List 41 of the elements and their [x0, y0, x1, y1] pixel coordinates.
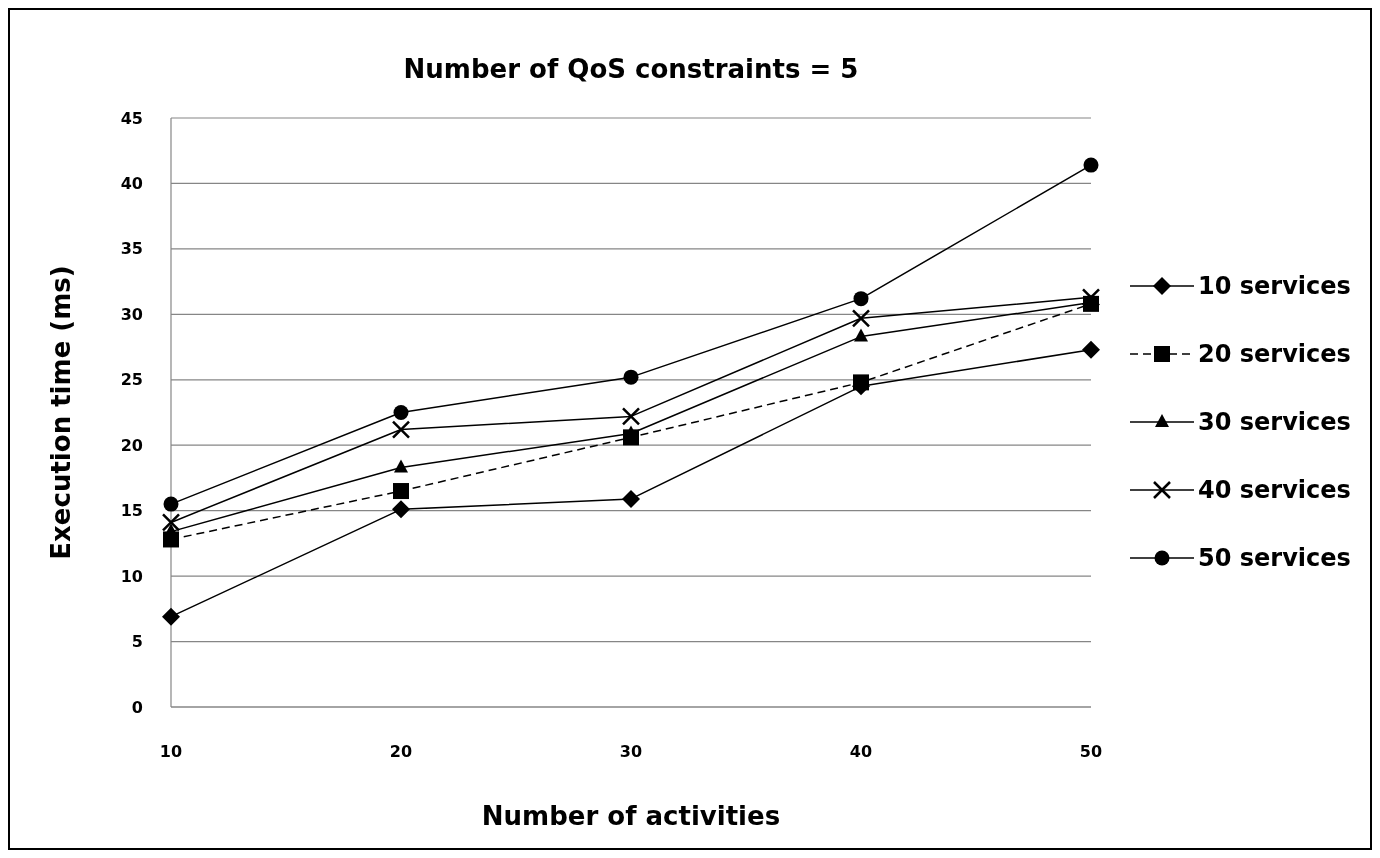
point [393, 483, 409, 500]
point [394, 459, 408, 473]
y-tick-label: 30 [120, 304, 143, 324]
point [851, 309, 871, 328]
y-tick-label: 40 [120, 174, 143, 194]
y-tick-label: 20 [120, 435, 143, 455]
x-axis-title: Number of activities [481, 801, 781, 831]
point [1083, 157, 1099, 173]
legend-label: 40 services [1198, 476, 1351, 505]
x-tick-label: 40 [849, 742, 873, 761]
x-tick-label: 30 [619, 742, 643, 761]
legend-label: 20 services [1198, 340, 1351, 369]
point [853, 374, 869, 391]
chart-title: Number of QoS constraints = 5 [403, 54, 859, 84]
point [623, 369, 639, 385]
legend-label: 10 services [1198, 272, 1351, 301]
point [854, 328, 868, 342]
y-tick-label: 5 [131, 632, 143, 652]
legend-label: 30 services [1198, 408, 1351, 437]
point [162, 607, 180, 626]
x-tick-label: 50 [1079, 742, 1103, 761]
point [853, 291, 869, 307]
y-tick-label: 45 [120, 108, 143, 128]
point [163, 496, 179, 512]
point [622, 489, 640, 508]
x-tick-label: 10 [159, 742, 183, 761]
point [161, 513, 181, 532]
point [392, 500, 410, 519]
y-tick-label: 35 [120, 239, 143, 259]
y-tick-label: 10 [120, 566, 143, 586]
point [393, 405, 409, 420]
y-tick-label: 25 [120, 370, 143, 390]
point [391, 420, 411, 439]
x-tick-label: 20 [389, 742, 413, 761]
point [1081, 288, 1101, 307]
point [621, 407, 641, 426]
y-axis-title: Execution time (ms) [46, 265, 76, 560]
y-tick-label: 0 [131, 697, 143, 717]
legend-label: 50 services [1198, 544, 1351, 573]
point [1082, 340, 1100, 359]
y-tick-label: 15 [120, 501, 143, 521]
